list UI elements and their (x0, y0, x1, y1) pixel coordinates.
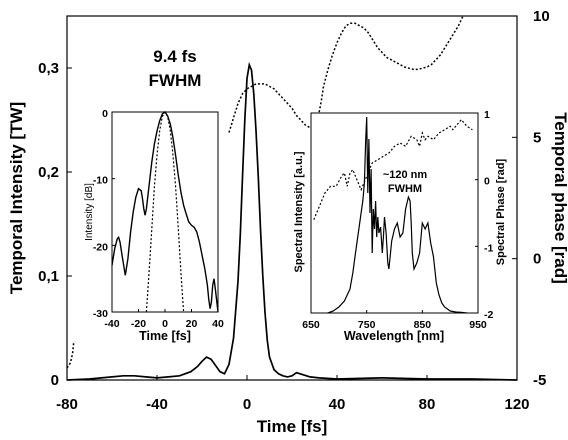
main-y-axis-label: Temporal Intensity [TW] (7, 102, 26, 294)
y-tick-label: 5 (533, 129, 541, 146)
phase-line (66, 341, 75, 369)
x-tick-label: -80 (56, 396, 78, 413)
x-tick-label: -40 (104, 318, 119, 330)
y-tick-label: 10 (533, 8, 550, 25)
y-tick-label: 0,2 (38, 164, 59, 181)
left-inset-x-axis-label: Time [fs] (139, 329, 191, 343)
y-tick-label: 0,3 (38, 60, 59, 77)
right-inset-y2-ticks: 1 0 -1 -2 (475, 109, 493, 321)
right-inset-annotation-line2: FWHM (388, 183, 422, 195)
right-inset-annotation-line1: ~120 nm (383, 169, 428, 181)
main-y2-ticks: -5 0 5 10 (512, 8, 550, 389)
main-plot-frame (66, 15, 518, 381)
left-inset-y-axis-label: Intensity [dB] (84, 183, 95, 241)
x-tick-label: 950 (469, 319, 487, 331)
x-tick-label: -40 (146, 396, 168, 413)
intensity-line (66, 61, 518, 381)
right-inset-y-axis-label: Spectral Intensity [a.u.] (293, 151, 305, 272)
x-tick-label: 750 (358, 319, 376, 331)
x-tick-label: 850 (414, 319, 432, 331)
y-tick-label: -30 (93, 308, 108, 320)
y-tick-label: 0 (102, 108, 108, 120)
y-tick-label: -2 (484, 309, 493, 321)
y-tick-label: 0 (51, 372, 59, 389)
y-tick-label: -10 (93, 175, 108, 187)
x-tick-label: 20 (186, 318, 198, 330)
right-inset-x-axis-label: Wavelength [nm] (344, 329, 444, 343)
y-tick-label: -1 (484, 242, 493, 254)
x-tick-label: 0 (243, 396, 251, 413)
main-x-ticks: -80 -40 0 40 80 120 (56, 375, 530, 413)
y-tick-label: -5 (533, 372, 546, 389)
main-intensity-series (66, 61, 518, 381)
x-tick-label: 40 (329, 396, 346, 413)
right-inset: 650 750 850 950 1 0 -1 -2 Wavelength [nm] Spec… (293, 109, 507, 343)
spectral-phase-line (313, 118, 473, 220)
fwhm-annotation-line1: 9.4 fs (153, 47, 196, 66)
left-inset: -40 -20 0 20 40 0 -10 -20 -30 Time [fs] Intensi… (84, 108, 224, 343)
main-phase-series (66, 15, 464, 369)
y-tick-label: -20 (93, 241, 108, 253)
right-inset-y2-axis-label: Spectral Phase [rad] (495, 158, 507, 265)
x-tick-label: 80 (419, 396, 436, 413)
x-tick-label: 40 (212, 318, 224, 330)
left-inset-y-ticks: 0 -10 -20 -30 (93, 108, 115, 320)
y-tick-label: 0,1 (38, 268, 59, 285)
right-inset-background (311, 113, 478, 313)
right-inset-frame (310, 112, 479, 314)
right-inset-x-ticks: 650 750 850 950 (302, 310, 487, 331)
y-tick-label: 0 (533, 251, 541, 268)
main-y2-axis-label: Temporal phase [rad] (551, 112, 568, 284)
x-tick-label: 120 (504, 396, 529, 413)
x-tick-label: -20 (131, 318, 146, 330)
x-tick-label: 0 (162, 318, 168, 330)
spectrum-line (327, 116, 467, 314)
fwhm-annotation-line2: FWHM (149, 71, 202, 90)
left-inset-background (112, 112, 218, 312)
y-tick-label: 0 (484, 176, 490, 188)
main-x-axis-label: Time [fs] (257, 417, 328, 436)
phase-line (228, 15, 464, 133)
main-y-ticks: 0 0,1 0,2 0,3 (38, 60, 72, 389)
y-tick-label: 1 (484, 109, 490, 121)
right-inset-series-group (313, 116, 473, 314)
x-tick-label: 650 (302, 319, 320, 331)
